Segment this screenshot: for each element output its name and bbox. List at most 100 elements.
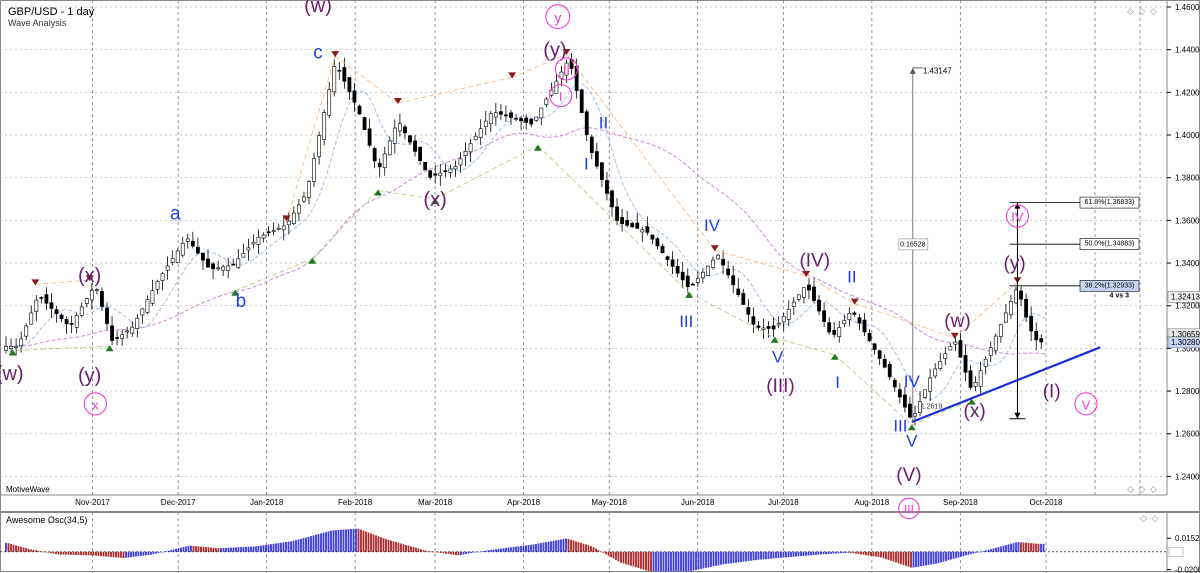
oscillator-bar-rising <box>1012 543 1015 552</box>
candle-bull <box>761 327 766 330</box>
oscillator-bar-rising <box>170 550 172 552</box>
oscillator-bar-falling <box>860 551 862 555</box>
oscillator-bar-falling <box>1020 542 1022 552</box>
oscillator-bar-rising <box>345 529 347 552</box>
candle-bear <box>630 223 635 228</box>
oscillator-bar-rising <box>665 551 667 572</box>
oscillator-bar-falling <box>622 551 625 564</box>
candle-bull <box>256 236 261 245</box>
candle-bull <box>332 66 337 93</box>
y-tick-label: 1.40000 <box>1175 131 1200 140</box>
oscillator-bar-falling <box>455 551 457 556</box>
oscillator-bar-rising <box>812 551 815 556</box>
wave-label: (I) <box>1043 382 1061 403</box>
oscillator-bar-rising <box>480 551 482 553</box>
oscillator-bar-falling <box>572 540 575 552</box>
oscillator-bar-rising <box>922 551 925 566</box>
candle-bear <box>206 258 210 268</box>
wave-label: (y) <box>1004 254 1026 275</box>
oscillator-bar-falling <box>610 551 612 558</box>
oscillator-bar-falling <box>445 551 447 554</box>
x-tick-label: Jun-2018 <box>681 498 715 507</box>
candle-bear <box>968 370 973 388</box>
candle-bear <box>756 325 761 328</box>
oscillator-bar-rising <box>497 548 500 552</box>
candle-bear <box>726 268 731 276</box>
oscillator-bar-rising <box>490 549 492 552</box>
oscillator-bar-falling <box>585 544 587 552</box>
oscillator-bar-rising <box>525 545 527 552</box>
oscillator-bar-rising <box>715 551 717 566</box>
wave-label: c <box>313 42 323 63</box>
oscillator-bar-falling <box>415 547 417 552</box>
fib-level-box <box>1079 238 1140 250</box>
candle-bull <box>928 377 933 392</box>
oscillator-bar-rising <box>167 550 170 552</box>
oscillator-bar-rising <box>507 547 510 552</box>
oscillator-bar-rising <box>740 551 742 562</box>
oscillator-bar-rising <box>235 547 237 552</box>
oscillator-bar-falling <box>597 550 600 552</box>
candle-bull <box>24 325 29 337</box>
wave-label: (y) <box>543 40 566 62</box>
oscillator-bar-rising <box>717 551 720 566</box>
oscillator-bar-rising <box>997 547 1000 552</box>
measure-value-box <box>898 238 929 251</box>
candle-bull <box>9 345 13 350</box>
oscillator-bar-falling <box>620 551 622 563</box>
price-tag-box <box>1167 336 1200 349</box>
candle-bull <box>1009 301 1013 315</box>
candle-bear <box>877 350 882 359</box>
oscillator-bar-rising <box>985 550 987 552</box>
candle-bull <box>554 80 559 94</box>
oscillator-bar-rising <box>735 551 737 563</box>
channel-line <box>235 258 313 292</box>
oscillator-bar-rising <box>230 547 232 552</box>
y-tick-label: 1.34000 <box>1175 259 1200 268</box>
wave-label: I <box>584 154 589 173</box>
oscillator-bar-rising <box>792 551 795 557</box>
oscillator-bar-falling <box>650 551 652 572</box>
channel-line <box>954 281 1018 339</box>
oscillator-bar-rising <box>165 551 167 552</box>
candle-bear <box>357 105 362 115</box>
oscillator-bar-falling <box>117 551 120 558</box>
oscillator-bar-falling <box>195 546 197 552</box>
candle-bull <box>438 172 443 177</box>
chart-subtitle: Wave Analysis <box>8 18 67 28</box>
oscillator-bar-falling <box>400 543 402 552</box>
oscillator-bar-rising <box>467 551 470 554</box>
oscillator-bar-falling <box>7 543 10 552</box>
candle-bull <box>296 204 301 214</box>
fib-arrow-bottom <box>1014 412 1021 419</box>
candle-bear <box>418 146 423 161</box>
price-tag-box <box>1167 291 1200 303</box>
oscillator-bar-rising <box>135 551 137 557</box>
main-panel-bottom-controls[interactable]: ◇ ◇ ◇ <box>1127 484 1158 494</box>
candle-bull <box>84 298 89 304</box>
oscillator-bar-rising <box>982 551 985 552</box>
main-panel-controls[interactable]: ◇ ◇ ◇ <box>1127 6 1158 16</box>
oscillator-bar-rising <box>672 551 675 572</box>
oscillator-panel-controls[interactable]: ◇ ◇ <box>1140 513 1160 523</box>
oscillator-bar-rising <box>695 551 697 571</box>
oscillator-bar-falling <box>35 550 37 552</box>
oscillator-bar-rising <box>172 549 175 552</box>
candle-bull <box>706 265 710 276</box>
candle-bull <box>913 413 917 417</box>
oscillator-bar-falling <box>77 551 80 555</box>
oscillator-bar-rising <box>670 551 672 572</box>
oscillator-bar-rising <box>225 547 227 552</box>
oscillator-bar-rising <box>352 528 355 552</box>
oscillator-bar-rising <box>127 551 130 558</box>
oscillator-bar-rising <box>995 547 997 552</box>
oscillator-bar-rising <box>752 551 755 561</box>
oscillator-bar-falling <box>25 548 27 552</box>
candle-bear <box>1039 338 1044 343</box>
wave-label-circle <box>1005 204 1030 228</box>
candle-bull <box>973 381 978 387</box>
candle-bear <box>605 180 609 194</box>
oscillator-bar-rising <box>955 551 957 559</box>
oscillator-bar-falling <box>865 551 867 556</box>
oscillator-bar-falling <box>615 551 617 560</box>
